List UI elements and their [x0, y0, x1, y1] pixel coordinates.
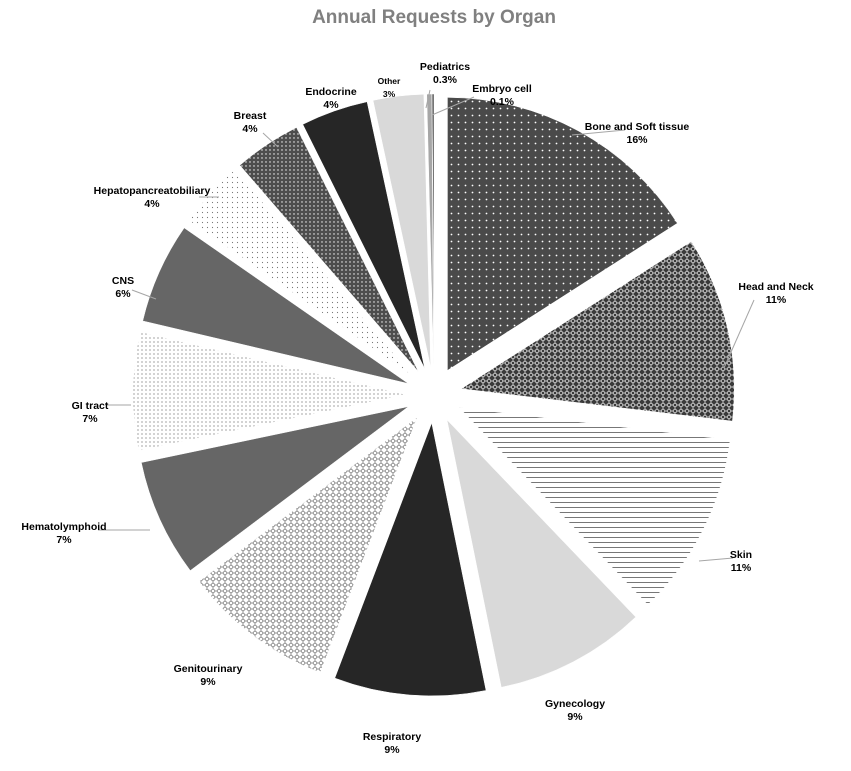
leader-line-breast	[262, 132, 279, 148]
slice-cns	[142, 227, 409, 384]
leader-line-skin	[698, 557, 734, 562]
slice-label-hepatopancreatobiliary: Hepatopancreatobiliary	[94, 185, 211, 197]
leader-line-cns	[131, 289, 157, 300]
slice-label-embryo-cell: Embryo cell	[472, 83, 532, 95]
slice-genitourinary	[198, 416, 418, 673]
pie-slices	[132, 93, 735, 697]
slice-label-gi-tract: GI tract	[72, 400, 109, 412]
chart-title: Annual Requests by Organ	[312, 7, 556, 28]
slice-percent-gynecology: 9%	[567, 711, 583, 723]
slice-respiratory	[334, 422, 487, 697]
slice-bone-and-soft-tissue	[447, 97, 678, 371]
slice-label-pediatrics: Pediatrics	[420, 61, 470, 73]
slice-percent-cns: 6%	[115, 288, 131, 300]
slice-label-bone-and-soft-tissue: Bone and Soft tissue	[585, 121, 690, 133]
slice-percent-skin: 11%	[731, 562, 752, 574]
slice-gynecology	[446, 419, 637, 688]
slice-percent-genitourinary: 9%	[200, 676, 216, 688]
slice-other	[372, 94, 431, 368]
slice-label-cns: CNS	[112, 275, 134, 287]
slice-label-endocrine: Endocrine	[305, 86, 357, 98]
slice-label-respiratory: Respiratory	[363, 731, 422, 743]
slice-label-skin: Skin	[730, 549, 752, 561]
slice-percent-embryo-cell: 0.1%	[490, 96, 515, 108]
slice-percent-respiratory: 9%	[384, 744, 400, 756]
slice-label-gynecology: Gynecology	[545, 698, 605, 710]
leader-line-bone-and-soft-tissue	[571, 129, 626, 136]
slice-percent-hepatopancreatobiliary: 4%	[144, 198, 160, 210]
slice-percent-head-and-neck: 11%	[766, 294, 787, 306]
leader-lines	[98, 89, 755, 562]
slice-percent-gi-tract: 7%	[82, 413, 98, 425]
slice-label-other: Other	[378, 76, 401, 86]
slice-hematolymphoid	[141, 406, 409, 571]
slice-skin	[458, 407, 731, 606]
slice-percent-endocrine: 4%	[323, 99, 339, 111]
slice-percent-breast: 4%	[242, 123, 258, 135]
leader-line-head-and-neck	[723, 299, 755, 369]
slice-label-genitourinary: Genitourinary	[174, 663, 243, 675]
slice-label-head-and-neck: Head and Neck	[738, 281, 813, 293]
slice-endocrine	[302, 101, 425, 369]
leader-line-pediatrics	[425, 89, 431, 109]
slice-percent-hematolymphoid: 7%	[56, 534, 72, 546]
slice-label-breast: Breast	[234, 110, 267, 122]
leader-line-embryo-cell	[431, 96, 475, 116]
slice-percent-other: 3%	[383, 89, 396, 99]
slice-hepatopancreatobiliary	[188, 169, 414, 377]
slice-gi-tract	[132, 331, 407, 451]
slice-label-hematolymphoid: Hematolymphoid	[21, 521, 106, 533]
slice-breast	[239, 127, 419, 372]
slice-embryo-cell	[431, 93, 435, 368]
slice-percent-pediatrics: 0.3%	[433, 74, 458, 86]
slice-head-and-neck	[460, 241, 735, 422]
slice-percent-bone-and-soft-tissue: 16%	[626, 134, 648, 146]
